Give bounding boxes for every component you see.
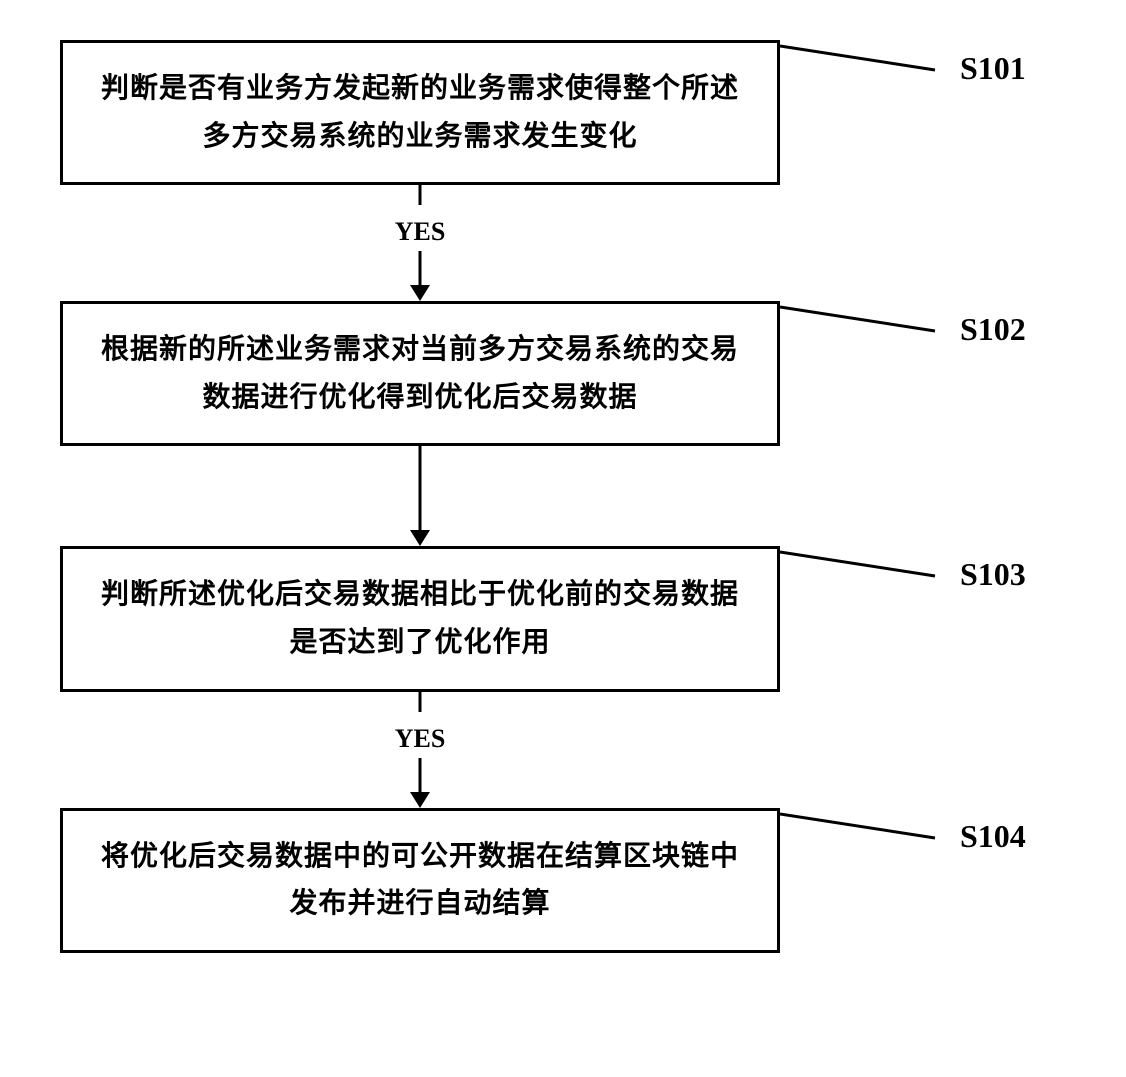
flow-step-box: 将优化后交易数据中的可公开数据在结算区块链中发布并进行自动结算	[60, 808, 780, 953]
flow-step-row: 判断是否有业务方发起新的业务需求使得整个所述多方交易系统的业务需求发生变化 S1…	[60, 40, 1060, 185]
arrow-head-segment	[400, 758, 440, 808]
flow-arrow	[60, 446, 780, 546]
flowchart-container: 判断是否有业务方发起新的业务需求使得整个所述多方交易系统的业务需求发生变化 S1…	[60, 40, 1060, 953]
flow-step-row: 根据新的所述业务需求对当前多方交易系统的交易数据进行优化得到优化后交易数据 S1…	[60, 301, 1060, 446]
flow-step-label: S104	[960, 818, 1026, 855]
label-connector-line	[780, 546, 950, 586]
arrow-line-segment	[400, 185, 440, 205]
label-connector-line	[780, 301, 950, 341]
flow-step-box: 判断是否有业务方发起新的业务需求使得整个所述多方交易系统的业务需求发生变化	[60, 40, 780, 185]
label-connector-line	[780, 808, 950, 848]
flow-arrow: YES	[60, 185, 780, 301]
arrow-line-segment	[400, 692, 440, 712]
flow-step-box: 根据新的所述业务需求对当前多方交易系统的交易数据进行优化得到优化后交易数据	[60, 301, 780, 446]
flow-step-text: 根据新的所述业务需求对当前多方交易系统的交易数据进行优化得到优化后交易数据	[101, 334, 739, 413]
flow-step-row: 判断所述优化后交易数据相比于优化前的交易数据是否达到了优化作用 S103	[60, 546, 1060, 691]
arrow-label: YES	[395, 217, 446, 247]
flow-arrow: YES	[60, 692, 780, 808]
flow-step-row: 将优化后交易数据中的可公开数据在结算区块链中发布并进行自动结算 S104	[60, 808, 1060, 953]
label-connector-line	[780, 40, 950, 80]
arrow-label: YES	[395, 724, 446, 754]
flow-step-label: S101	[960, 50, 1026, 87]
flow-step-box: 判断所述优化后交易数据相比于优化前的交易数据是否达到了优化作用	[60, 546, 780, 691]
flow-step-text: 判断是否有业务方发起新的业务需求使得整个所述多方交易系统的业务需求发生变化	[101, 73, 739, 152]
flow-step-text: 将优化后交易数据中的可公开数据在结算区块链中发布并进行自动结算	[101, 841, 739, 920]
flow-step-label: S103	[960, 556, 1026, 593]
flow-step-label: S102	[960, 311, 1026, 348]
flow-step-text: 判断所述优化后交易数据相比于优化前的交易数据是否达到了优化作用	[101, 579, 739, 658]
arrow-head-segment	[400, 446, 440, 546]
arrow-head-segment	[400, 251, 440, 301]
